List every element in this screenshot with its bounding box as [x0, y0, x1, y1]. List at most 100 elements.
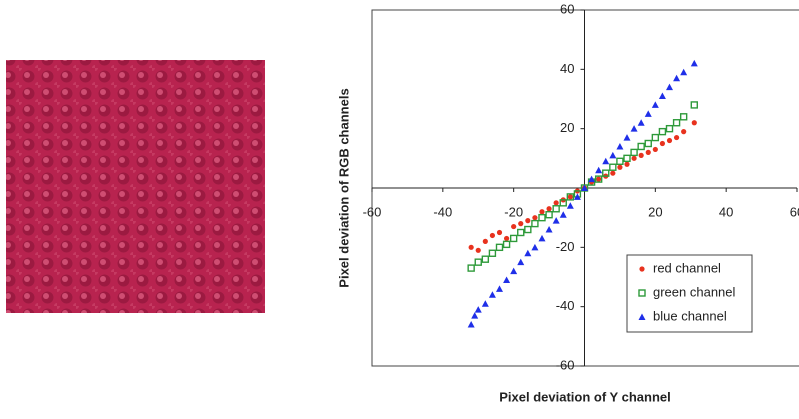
data-point [552, 205, 560, 213]
legend-label: blue channel [653, 308, 727, 323]
data-point [532, 215, 538, 221]
data-point [602, 157, 610, 165]
y-axis-label: Pixel deviation of RGB channels [336, 88, 351, 287]
data-point [594, 175, 603, 183]
data-point [616, 157, 624, 166]
data-point [524, 249, 532, 257]
x-tick-label: -60 [363, 204, 382, 219]
data-point [559, 199, 567, 207]
data-point [553, 200, 559, 206]
data-point [531, 243, 539, 251]
data-point [617, 164, 623, 170]
y-tick-label: -40 [556, 298, 575, 313]
data-point [559, 211, 567, 218]
data-point [637, 142, 645, 151]
data-point [609, 163, 617, 171]
data-point [546, 206, 552, 212]
data-point [673, 134, 680, 141]
y-tick-label: 40 [560, 61, 574, 76]
data-point [545, 226, 553, 233]
legend-marker [639, 266, 645, 272]
data-point [524, 225, 532, 234]
data-point [638, 152, 644, 158]
data-point [474, 306, 482, 313]
data-point [538, 213, 546, 222]
data-point [665, 124, 674, 133]
data-point [637, 119, 645, 126]
data-point [488, 249, 497, 257]
data-point [588, 175, 596, 183]
data-point [475, 247, 481, 253]
x-tick-label: 60 [790, 204, 799, 219]
data-point [481, 300, 489, 307]
data-point [511, 223, 517, 230]
data-point [658, 92, 666, 100]
data-point [623, 154, 631, 163]
data-point [525, 218, 531, 224]
y-tick-label: -60 [556, 357, 575, 372]
data-point [630, 125, 638, 132]
data-point [496, 285, 503, 292]
data-point [659, 140, 666, 147]
data-point [623, 134, 631, 141]
data-point [502, 240, 511, 249]
data-point [482, 238, 488, 244]
data-point [573, 193, 581, 200]
data-point [680, 68, 688, 76]
data-point [666, 137, 673, 144]
data-point [518, 221, 524, 227]
data-point [616, 142, 624, 150]
x-tick-label: -40 [433, 204, 452, 219]
data-point [467, 320, 475, 328]
data-point [690, 101, 698, 109]
y-tick-label: -20 [556, 239, 575, 254]
data-point [609, 151, 617, 159]
texture-image [6, 60, 265, 313]
data-point [503, 235, 510, 242]
x-tick-label: 20 [648, 204, 662, 219]
data-point [691, 120, 697, 126]
legend-marker [638, 289, 646, 297]
data-point [644, 110, 652, 117]
data-point [545, 210, 553, 219]
x-tick-label: -20 [504, 204, 523, 219]
data-point [631, 155, 637, 161]
data-point [666, 83, 673, 91]
data-point [538, 234, 546, 242]
data-point [630, 148, 638, 157]
data-point [531, 219, 539, 228]
data-point [595, 166, 603, 174]
data-point [539, 209, 545, 215]
data-point [496, 229, 503, 236]
data-point [681, 129, 687, 135]
data-point [474, 258, 482, 266]
data-point [645, 149, 651, 155]
x-tick-label: 40 [719, 204, 733, 219]
data-point [610, 170, 616, 176]
data-point [552, 217, 560, 224]
data-point [517, 258, 525, 266]
data-point [672, 119, 681, 127]
data-point [624, 161, 630, 167]
data-point [495, 243, 504, 252]
data-point [658, 127, 667, 136]
legend-marker [638, 313, 646, 320]
y-tick-label: 60 [560, 1, 574, 16]
data-point [467, 264, 475, 272]
data-point [651, 101, 659, 108]
data-point [581, 184, 588, 191]
data-point [566, 193, 575, 201]
data-point [679, 113, 688, 121]
data-point [489, 232, 496, 239]
data-point [651, 133, 660, 142]
data-point [673, 74, 681, 82]
data-point [602, 169, 610, 177]
data-point [690, 59, 698, 67]
data-point [509, 234, 518, 243]
data-point [596, 176, 602, 182]
data-point [510, 267, 518, 275]
data-point [517, 228, 525, 237]
data-point [471, 312, 479, 319]
